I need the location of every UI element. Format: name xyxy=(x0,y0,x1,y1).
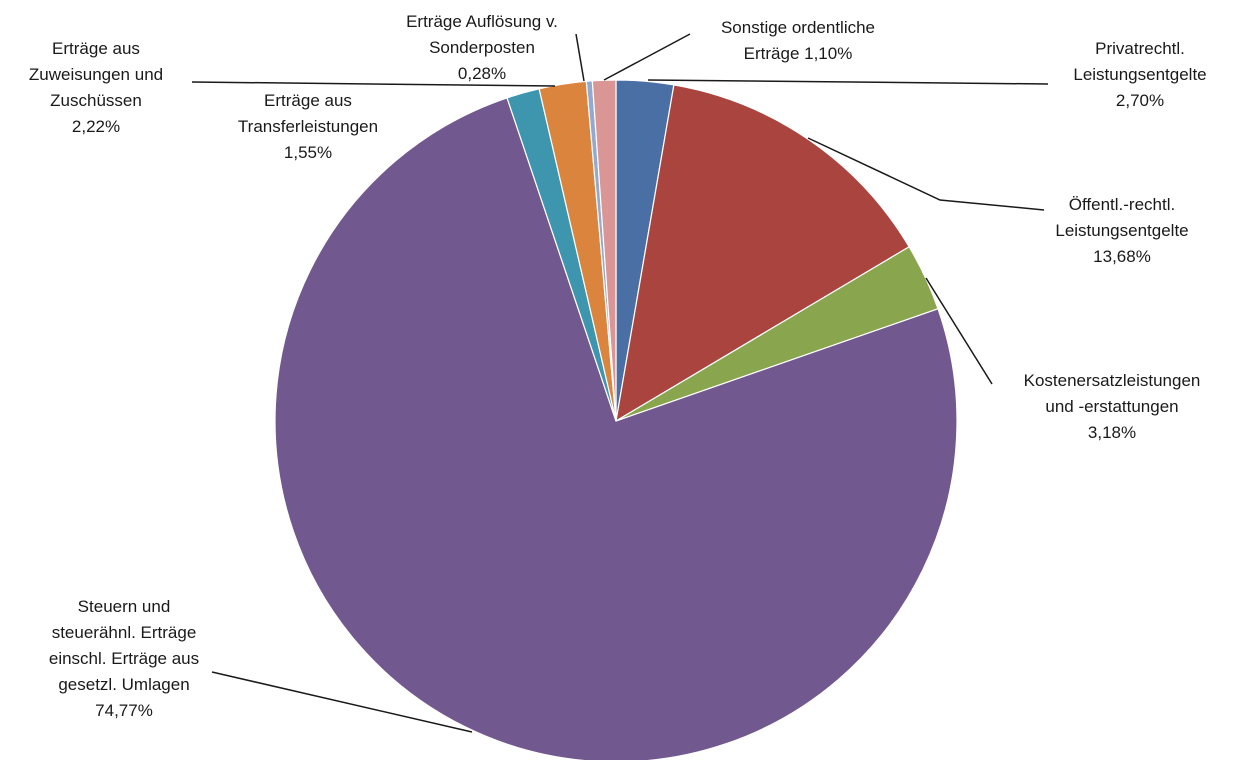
slice-label-2: Öffentl.-rechtl. Leistungsentgelte 13,68% xyxy=(1055,195,1188,266)
slice-label-1: Privatrechtl. Leistungsentgelte 2,70% xyxy=(1073,39,1206,110)
leader-line-8 xyxy=(603,33,691,81)
leader-line-3 xyxy=(925,277,993,385)
leader-line-7 xyxy=(575,33,585,82)
pie-slices xyxy=(274,79,958,760)
slice-label-4: Steuern und steuerähnl. Erträge einschl. E… xyxy=(49,597,199,720)
leader-line-2 xyxy=(807,137,1045,211)
leader-line-1 xyxy=(647,79,1049,85)
leader-line-6 xyxy=(191,81,556,87)
slice-label-5: Erträge aus Transferleistungen 1,55% xyxy=(238,91,378,162)
slice-label-7: Erträge Auflösung v. Sonderposten 0,28% xyxy=(406,12,558,83)
slice-labels: Privatrechtl. Leistungsentgelte 2,70% Öffen… xyxy=(29,12,1207,720)
slice-label-6: Erträge aus Zuweisungen und Zuschüssen 2,22… xyxy=(29,39,163,136)
leader-lines xyxy=(191,33,1049,733)
leader-line-4 xyxy=(211,671,473,733)
slice-label-3: Kostenersatzleistungen und -erstattungen 3… xyxy=(1024,371,1201,442)
slice-label-8: Sonstige ordentliche Erträge 1,10% xyxy=(721,18,875,63)
pie-slice-2 xyxy=(615,84,910,423)
pie-slice-4 xyxy=(274,97,958,760)
